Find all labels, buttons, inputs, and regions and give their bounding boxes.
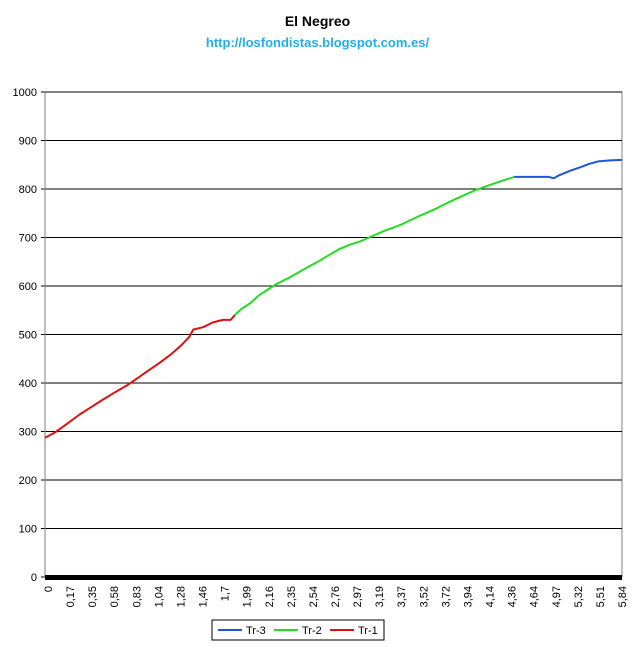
x-tick-label: 4,36 (507, 586, 519, 607)
legend-label: Tr-3 (246, 625, 266, 637)
chart-title: El Negreo (284, 13, 351, 29)
chart-subtitle-link[interactable]: http://losfondistas.blogspot.com.es/ (205, 35, 430, 50)
x-tick-label: 4,64 (529, 586, 541, 607)
series-line-tr-2 (234, 175, 515, 316)
x-tick-label: 0,17 (65, 586, 77, 607)
x-tick-label: 5,32 (573, 586, 585, 607)
x-tick-label: 4,14 (485, 586, 497, 607)
y-tick-label: 700 (19, 233, 37, 245)
x-tick-label: 3,52 (418, 586, 430, 607)
x-tick-label: 1,04 (153, 586, 165, 607)
y-tick-label: 600 (19, 281, 37, 293)
y-tick-label: 800 (19, 184, 37, 196)
legend-label: Tr-2 (302, 625, 322, 637)
x-tick-label: 2,16 (264, 586, 276, 607)
x-tick-label: 4,97 (551, 586, 563, 607)
y-tick-label: 500 (19, 330, 37, 342)
x-tick-label: 1,28 (175, 586, 187, 607)
y-tick-label: 400 (19, 378, 37, 390)
x-tick-label: 1,46 (198, 586, 210, 607)
x-tick-label: 1,7 (220, 586, 232, 601)
y-tick-label: 300 (19, 427, 37, 439)
x-tick-label: 1,99 (242, 586, 254, 607)
x-tick-label: 3,19 (374, 586, 386, 607)
series-line-tr-3 (514, 158, 623, 180)
legend-label: Tr-1 (358, 625, 378, 637)
y-tick-label: 200 (19, 475, 37, 487)
x-tick-label: 0,58 (109, 586, 121, 607)
x-tick-label: 2,97 (352, 586, 364, 607)
x-tick-label: 3,72 (440, 586, 452, 607)
x-tick-label: 0,35 (87, 586, 99, 607)
x-tick-label: 5,51 (595, 586, 607, 607)
x-tick-label: 0,83 (131, 586, 143, 607)
x-tick-label: 2,35 (286, 586, 298, 607)
y-tick-label: 1000 (13, 87, 37, 99)
x-tick-label: 3,94 (462, 586, 474, 607)
x-tick-label: 0 (43, 586, 55, 592)
y-tick-label: 0 (31, 572, 37, 584)
x-tick-label: 5,84 (617, 586, 629, 607)
x-tick-label: 2,54 (308, 586, 320, 607)
x-tick-label: 2,76 (330, 586, 342, 607)
x-axis (45, 575, 622, 580)
y-tick-label: 100 (19, 524, 37, 536)
series-line-tr-1 (44, 314, 236, 439)
x-tick-label: 3,37 (396, 586, 408, 607)
y-tick-label: 900 (19, 136, 37, 148)
